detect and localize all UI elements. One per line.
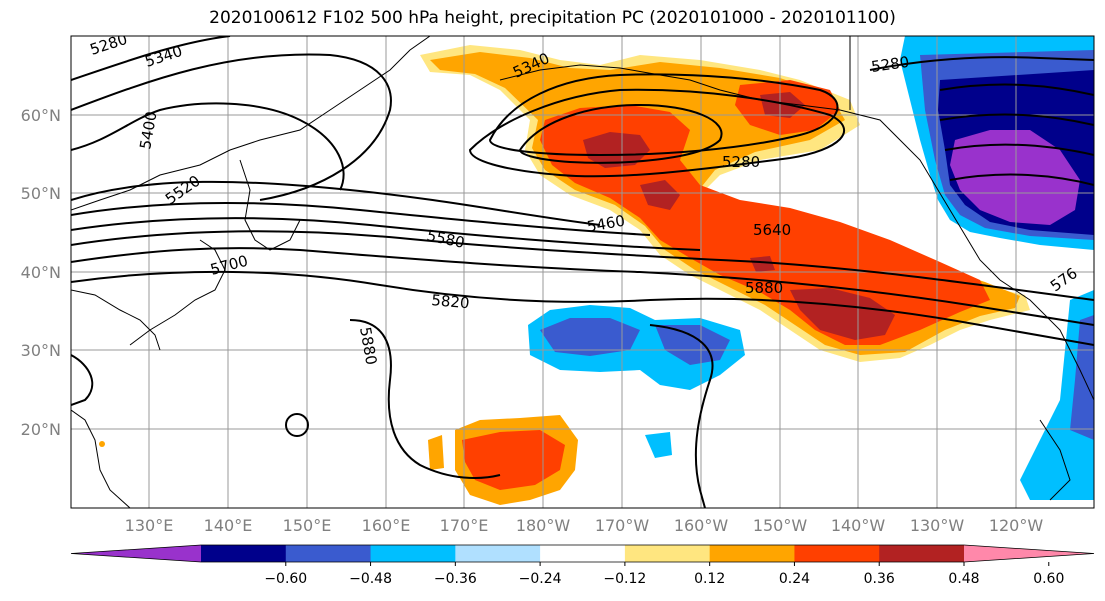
colorbar-tick-label: 0.24 [779, 571, 810, 587]
colorbar-segment [285, 545, 372, 562]
lat-label: 20°N [21, 420, 61, 439]
contour-5580 [71, 230, 1094, 301]
contour-5880-east [649, 324, 714, 508]
lon-label: 180°W [516, 516, 571, 535]
colorbar: −0.60 −0.48 −0.36 −0.24 −0.12 0.12 0.24 0.36 0.4… [70, 544, 1095, 587]
lon-label: 150°E [283, 516, 332, 535]
coastlines [71, 36, 1094, 508]
lon-label: 130°E [125, 516, 174, 535]
contour-5280-east [869, 56, 1094, 71]
colorbar-segment [709, 545, 795, 562]
colorbar-tick-label: −0.36 [434, 571, 477, 587]
colorbar-tick-label: 0.12 [694, 571, 725, 587]
longitude-labels: 130°E 140°E 150°E 160°E 170°E 180°W 170°… [125, 516, 1044, 535]
positive-band-pacific-peak-1 [583, 132, 650, 168]
contour-label: 5640 [753, 221, 791, 239]
colorbar-segment [370, 545, 456, 562]
negative-region-nw-america-peak [950, 130, 1080, 225]
lon-label: 140°W [831, 516, 886, 535]
lon-label: 170°W [595, 516, 650, 535]
contour-label: 5280 [870, 53, 910, 76]
contour-5340-west [71, 53, 392, 201]
colorbar-extend-high [964, 545, 1094, 562]
height-contours [71, 36, 1094, 508]
contour-5280-alaska [488, 73, 839, 157]
lon-label: 120°W [989, 516, 1044, 535]
contour-5400 [71, 102, 345, 191]
contour-label: 5280 [722, 153, 760, 171]
contour-5820 [71, 270, 1094, 346]
lat-label: 40°N [21, 263, 61, 282]
colorbar-segment [794, 545, 880, 562]
contour-5520 [71, 180, 601, 226]
contour-label: 5820 [431, 291, 471, 312]
contour-5700 [71, 247, 1094, 326]
map-area: 5280 5340 5400 5520 5700 5340 5280 5280 … [71, 36, 1094, 508]
colorbar-tick-label: 0.36 [864, 571, 895, 587]
colorbar-tick-label: 0.60 [1033, 571, 1064, 587]
colorbar-segment [879, 545, 965, 562]
lat-label: 30°N [21, 341, 61, 360]
colorbar-tick-label: −0.12 [603, 571, 646, 587]
map-title: 2020100612 F102 500 hPa height, precipit… [209, 8, 896, 28]
colorbar-segment [624, 545, 711, 562]
lon-label: 130°W [910, 516, 965, 535]
contour-label: 5880 [745, 279, 783, 297]
colorbar-tick-label: −0.48 [349, 571, 392, 587]
latitude-labels: 60°N 50°N 40°N 30°N 20°N [21, 106, 61, 439]
colorbar-extend-low [71, 545, 201, 562]
colorbar-outline [70, 544, 1095, 563]
map-frame [70, 35, 1095, 509]
colorbar-segment [455, 545, 541, 562]
lon-label: 170°E [440, 516, 489, 535]
contour-5880 [349, 319, 501, 479]
lon-label: 160°W [674, 516, 729, 535]
lat-label: 50°N [21, 184, 61, 203]
colorbar-segment [201, 545, 287, 562]
colorbar-tick-label: −0.24 [519, 571, 562, 587]
lon-label: 140°E [204, 516, 253, 535]
lat-label: 60°N [21, 106, 61, 125]
colorbar-tick-label: −0.60 [264, 571, 307, 587]
lon-label: 150°W [753, 516, 808, 535]
contour-5460 [468, 88, 845, 178]
colorbar-segment [540, 545, 626, 562]
lon-label: 160°E [362, 516, 411, 535]
colorbar-tick-label: 0.48 [948, 571, 979, 587]
positive-band-pacific-peak-2 [790, 288, 895, 340]
positive-band-pacific-core [540, 105, 990, 345]
contour-5280-west [71, 36, 231, 81]
